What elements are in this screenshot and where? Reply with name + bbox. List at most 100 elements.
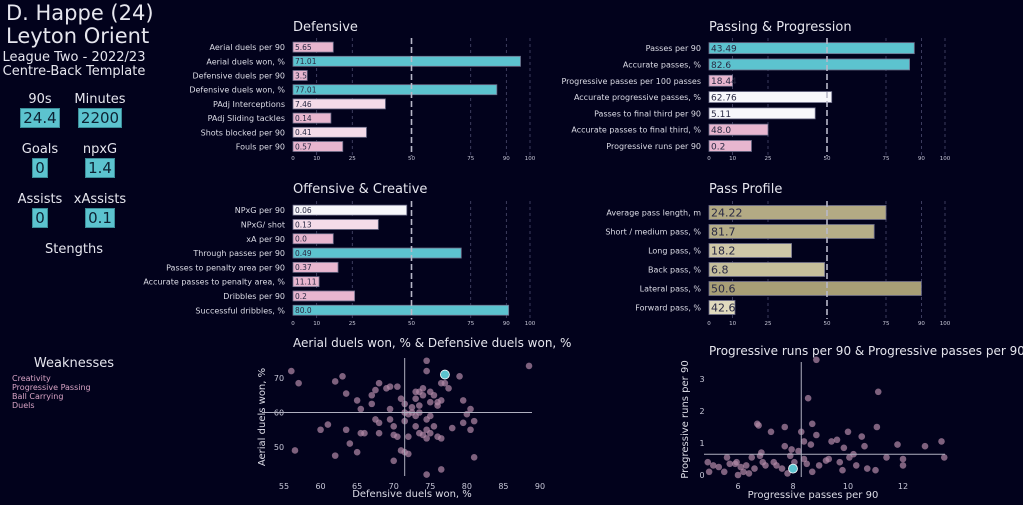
x-tick-label: 65 (352, 482, 362, 491)
scatter-point (758, 449, 765, 456)
scatter-title: Progressive runs per 90 & Progressive pa… (709, 344, 1023, 358)
scatter-point (470, 417, 478, 425)
scatter-point (828, 438, 835, 445)
bar (292, 233, 334, 245)
scatter-point (800, 455, 808, 463)
scatter-point (745, 470, 753, 477)
scatter-point (430, 391, 438, 399)
bar (292, 219, 379, 230)
scatter-title: Aerial duels won, % & Defensive duels wo… (293, 336, 571, 350)
bar-value-label: 50.6 (711, 283, 736, 296)
x-tick-label: 100 (940, 321, 951, 327)
scatter-point (467, 405, 474, 413)
scatter-point (800, 438, 808, 445)
bar-label: Accurate passes to penalty area, % (143, 278, 285, 287)
bar-label: Progressive runs per 90 (606, 142, 701, 151)
x-axis-label: Progressive passes per 90 (748, 490, 879, 501)
bar (708, 58, 911, 71)
bar-value-label: 11.11 (295, 278, 317, 287)
scatter-point (861, 442, 868, 450)
scatter-point (368, 391, 376, 399)
scatter-point (723, 454, 731, 461)
scatter-point (357, 405, 365, 413)
bar-value-label: 0.14 (295, 114, 312, 123)
scatter-point (852, 462, 860, 469)
bar-value-label: 0.49 (295, 249, 312, 258)
scatter-point (390, 423, 398, 430)
highlighted-player-point (440, 369, 450, 380)
scatter-point (822, 457, 830, 464)
bar-value-label: 77.01 (295, 86, 317, 95)
bar (708, 281, 922, 296)
bar-label: Passes per 90 (646, 44, 701, 53)
bar-label: PAdj Interceptions (213, 100, 285, 109)
stat-value: 1.4 (85, 158, 115, 178)
scatter-point (353, 397, 361, 404)
scatter-point (386, 405, 394, 413)
scatter-point (720, 468, 728, 476)
y-tick-label: 3 (699, 375, 704, 384)
stat-label: Minutes (74, 92, 126, 107)
scatter-point (456, 372, 463, 380)
x-tick-label: 50 (824, 321, 831, 327)
bar-value-label: 82.6 (711, 61, 731, 71)
bar-label: Accurate progressive passes, % (574, 93, 701, 102)
bar (708, 243, 792, 258)
x-tick-label: 10 (843, 482, 853, 491)
bar (708, 140, 752, 152)
x-tick-label: 90 (503, 156, 510, 162)
x-tick-label: 50 (408, 156, 415, 162)
x-tick-label: 0 (707, 156, 711, 162)
bar-label: Defensive duels won, % (189, 86, 285, 95)
panel-title: Defensive (293, 20, 358, 35)
bar-value-label: 6.8 (711, 264, 729, 277)
weaknesses-title: Weaknesses (33, 356, 115, 371)
bar-label: Back pass, % (648, 266, 701, 275)
team-name: Leyton Orient (6, 24, 150, 48)
player-name: D. Happe (24) (6, 1, 154, 25)
x-tick-label: 75 (467, 321, 474, 327)
bar-value-label: 0.37 (295, 263, 312, 272)
stat-value-box: 1.4 (70, 158, 130, 178)
x-tick-label: 25 (349, 156, 356, 162)
scatter-point (813, 356, 820, 364)
scatter-point (704, 458, 712, 466)
scatter-point (397, 395, 405, 403)
panel-title: Passing & Progression (709, 20, 852, 35)
bar-value-label: 71.01 (295, 57, 317, 66)
scatter-point (807, 441, 815, 448)
scatter-point (748, 454, 756, 461)
bar-value-label: 0.2 (711, 142, 725, 152)
scatter-point (844, 428, 852, 436)
scatter-point (291, 447, 299, 454)
y-axis-label: Aerial duels won, % (257, 368, 268, 466)
stat-value: 2200 (77, 108, 123, 128)
stat-value-box: 24.4 (10, 108, 70, 128)
scatter-point (324, 421, 332, 428)
bar (708, 262, 826, 277)
x-tick-label: 0 (707, 321, 711, 327)
x-tick-label: 10 (313, 321, 320, 327)
bar-value-label: 0.2 (295, 292, 307, 301)
strengths-title: Stengths (45, 242, 103, 257)
bar (292, 112, 332, 124)
scatter-point (938, 438, 945, 445)
scatter-point (883, 454, 890, 461)
scatter-point (781, 423, 789, 431)
scatter-point (426, 412, 434, 420)
scatter-point (808, 468, 816, 476)
bar (292, 98, 386, 110)
scatter-point (361, 429, 368, 437)
bar-label: Fouls per 90 (236, 143, 285, 152)
scatter-point (899, 455, 907, 463)
scatter-point (375, 379, 383, 387)
scatter-point (872, 466, 879, 474)
stat-label: 90s (28, 92, 52, 107)
bar (292, 276, 320, 288)
bar-label: Aerial duels won, % (206, 57, 285, 66)
bar-value-label: 18.44 (711, 77, 737, 87)
bar (708, 224, 875, 239)
scatter-point (331, 378, 339, 385)
x-tick-label: 90 (918, 156, 925, 162)
